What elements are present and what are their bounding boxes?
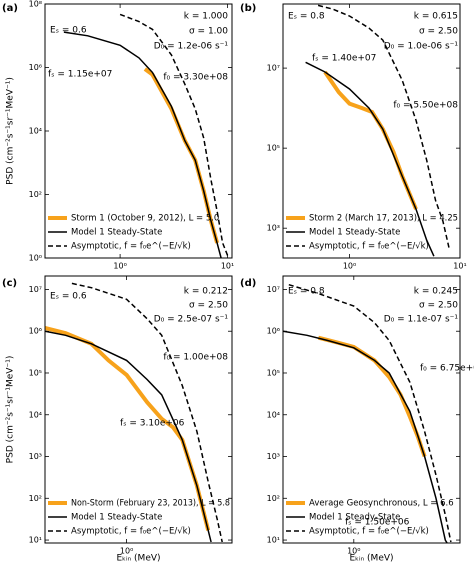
panel: (d) 10¹ 10² 10³ 10⁴ 10⁵ 10⁶ 10⁷ 10⁰ Eₛ = 0.8 k = 0… [240,275,474,564]
series-line [63,31,222,258]
legend-label: Asymptotic, f = f₀e^(−E/√k) [71,242,191,252]
y-tick-label: 10⁵ [267,368,280,377]
annotation: σ = 2.50 [419,27,458,37]
x-tick-label: 10¹ [453,262,466,271]
annotation: D₀ = 1.2e-06 s⁻¹ [154,42,229,52]
y-tick-label: 10⁴ [29,127,42,136]
annotation: k = 0.615 [414,12,458,22]
panel-label: (d) [240,278,256,289]
y-tick-label: 10² [29,494,42,503]
annotation: D₀ = 1.0e-06 s⁻¹ [384,42,459,52]
y-tick-label: 10⁷ [267,285,280,294]
legend-label: Non-Storm (February 23, 2013), L = 5.8 [71,499,230,509]
annotation: f₀ = 1.00e+08 [163,353,228,363]
annotation: D₀ = 2.5e-07 s⁻¹ [154,315,229,325]
y-axis-label: PSD (cm⁻²s⁻¹sr⁻¹MeV⁻¹) [6,356,16,464]
annotation: σ = 2.50 [189,301,228,311]
y-tick-label: 10³ [267,452,280,461]
plot-frame [44,3,233,259]
series-line [283,330,448,543]
series-line [317,335,427,458]
y-tick-label: 10³ [29,452,42,461]
legend-label: Model 1 Steady-State [71,513,162,523]
y-tick-label: 10⁶ [29,327,42,336]
plot-frame [282,275,461,544]
series-line [119,13,229,256]
y-tick-label: 10² [267,494,280,503]
panel-label: (c) [2,278,17,289]
series-line [305,61,435,257]
y-tick-label: 10² [29,190,42,199]
plot-frame [44,275,233,544]
legend-label: Asymptotic, f = f₀e^(−E/√k) [309,527,429,537]
y-tick-label: 10¹ [267,536,280,545]
y-tick-label: 10⁵ [267,144,280,153]
y-tick-label: 10¹ [29,536,42,545]
panel-label: (a) [2,3,18,14]
series-line [45,330,212,543]
y-tick-label: 10⁶ [29,63,42,72]
annotation: k = 0.212 [184,287,228,297]
y-tick-label: 10³ [267,224,280,233]
y-tick-label: 10⁴ [29,410,42,419]
legend-label: Storm 2 (March 17, 2013), L = 4.25 [309,214,458,224]
legend-label: Average Geosynchronous, L = 6.6 [309,499,454,509]
y-tick-label: 10⁴ [267,410,280,419]
x-tick-label: 10¹ [221,262,234,271]
series-line [323,70,418,210]
series-line [288,283,452,543]
y-tick-label: 10⁸ [29,0,42,9]
panel: (c) 10¹ 10² 10³ 10⁴ 10⁵ 10⁶ 10⁷ 10⁰ Eₛ = 0.6 k = 0… [2,275,233,564]
x-tick-label: 10⁰ [343,262,356,271]
annotation: Eₛ = 0.8 [288,287,325,297]
x-tick-label: 10⁰ [347,547,360,556]
plot-frame [282,3,461,259]
y-tick-label: 10⁶ [267,327,280,336]
annotation: Eₛ = 0.8 [288,12,325,22]
annotation: fₛ = 1.40e+07 [312,54,376,64]
annotation: σ = 1.00 [189,27,228,37]
panel-label: (b) [240,3,256,14]
y-tick-label: 10⁵ [29,368,42,377]
legend-label: Storm 1 (October 9, 2012), L = 5.0 [71,214,219,224]
legend-label: Asymptotic, f = f₀e^(−E/√k) [309,242,429,252]
legend-label: Model 1 Steady-State [309,228,400,238]
series-line [317,4,451,250]
annotation: fₛ = 1.50e+06 [345,518,410,528]
annotation: f₀ = 5.50e+08 [393,101,458,111]
y-tick-label: 10⁰ [29,254,42,263]
panel: (b) 10³ 10⁵ 10⁷ 10⁰ 10¹ Eₛ = 0.8 k = 0.615 σ = 2… [240,3,467,271]
x-tick-label: 10⁰ [113,262,126,271]
annotation: k = 0.245 [414,287,458,297]
legend-label: Model 1 Steady-State [309,513,400,523]
annotation: Eₛ = 0.6 [50,292,87,302]
annotation: f₀ = 6.75e+07 [420,364,474,374]
legend-label: Model 1 Steady-State [71,228,162,238]
annotation: fₛ = 3.10e+06 [120,419,185,429]
annotation: fₛ = 1.15e+07 [48,70,112,80]
x-tick-label: 10⁰ [120,547,133,556]
annotation: σ = 2.50 [419,301,458,311]
series-line [71,282,223,543]
legend-label: Asymptotic, f = f₀e^(−E/√k) [71,527,191,537]
x-axis-label: Eₖᵢₙ (MeV) [116,554,160,564]
y-axis-label: PSD (cm⁻²s⁻¹sr⁻¹MeV⁻¹) [6,77,16,185]
x-axis-label: Eₖᵢₙ (MeV) [349,554,393,564]
annotation: D₀ = 1.1e-07 s⁻¹ [384,315,459,325]
annotation: k = 1.000 [184,12,229,22]
annotation: Eₛ = 0.6 [50,26,87,36]
panel: (a) 10⁰ 10² 10⁴ 10⁶ 10⁸ 10⁰ 10¹ Eₛ = 0.6 k = 1.00… [2,0,234,271]
annotation: f₀ = 3.30e+08 [163,73,228,83]
y-tick-label: 10⁷ [267,64,280,73]
y-tick-label: 10⁷ [29,285,42,294]
